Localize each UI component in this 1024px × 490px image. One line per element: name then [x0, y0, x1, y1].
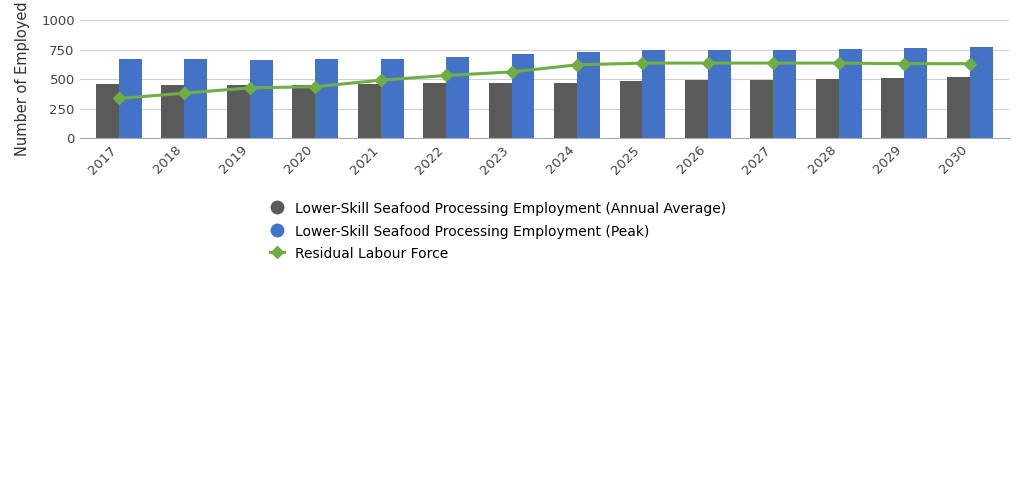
- Bar: [578, 52, 600, 138]
- Bar: [970, 47, 992, 138]
- Bar: [184, 59, 207, 138]
- Bar: [839, 49, 862, 138]
- Line: Residual Labour Force: Residual Labour Force: [115, 59, 974, 102]
- Bar: [816, 79, 839, 138]
- Bar: [947, 76, 970, 138]
- Residual Labour Force: [178, 90, 190, 96]
- Bar: [751, 80, 773, 138]
- Bar: [162, 85, 184, 138]
- Residual Labour Force: [113, 96, 125, 101]
- Residual Labour Force: [506, 69, 518, 75]
- Residual Labour Force: [833, 60, 845, 66]
- Residual Labour Force: [309, 84, 322, 90]
- Bar: [357, 84, 381, 138]
- Bar: [315, 59, 338, 138]
- Bar: [488, 83, 512, 138]
- Residual Labour Force: [375, 77, 387, 83]
- Bar: [292, 85, 315, 138]
- Residual Labour Force: [571, 62, 584, 68]
- Bar: [423, 83, 446, 138]
- Residual Labour Force: [244, 85, 256, 91]
- Legend: Lower-Skill Seafood Processing Employment (Annual Average), Lower-Skill Seafood : Lower-Skill Seafood Processing Employmen…: [263, 195, 733, 268]
- Bar: [708, 50, 731, 138]
- Bar: [685, 80, 708, 138]
- Bar: [642, 50, 666, 138]
- Bar: [227, 85, 250, 138]
- Bar: [620, 81, 642, 138]
- Bar: [512, 53, 535, 138]
- Bar: [554, 82, 578, 138]
- Residual Labour Force: [898, 61, 910, 67]
- Residual Labour Force: [701, 60, 714, 66]
- Residual Labour Force: [767, 60, 779, 66]
- Bar: [250, 59, 272, 138]
- Bar: [773, 49, 797, 138]
- Bar: [882, 78, 904, 138]
- Bar: [446, 57, 469, 138]
- Bar: [96, 84, 119, 138]
- Residual Labour Force: [440, 73, 453, 78]
- Bar: [119, 59, 141, 138]
- Y-axis label: Number of Employed: Number of Employed: [15, 1, 30, 156]
- Residual Labour Force: [964, 61, 976, 67]
- Residual Labour Force: [636, 60, 648, 66]
- Bar: [904, 49, 927, 138]
- Bar: [381, 59, 403, 138]
